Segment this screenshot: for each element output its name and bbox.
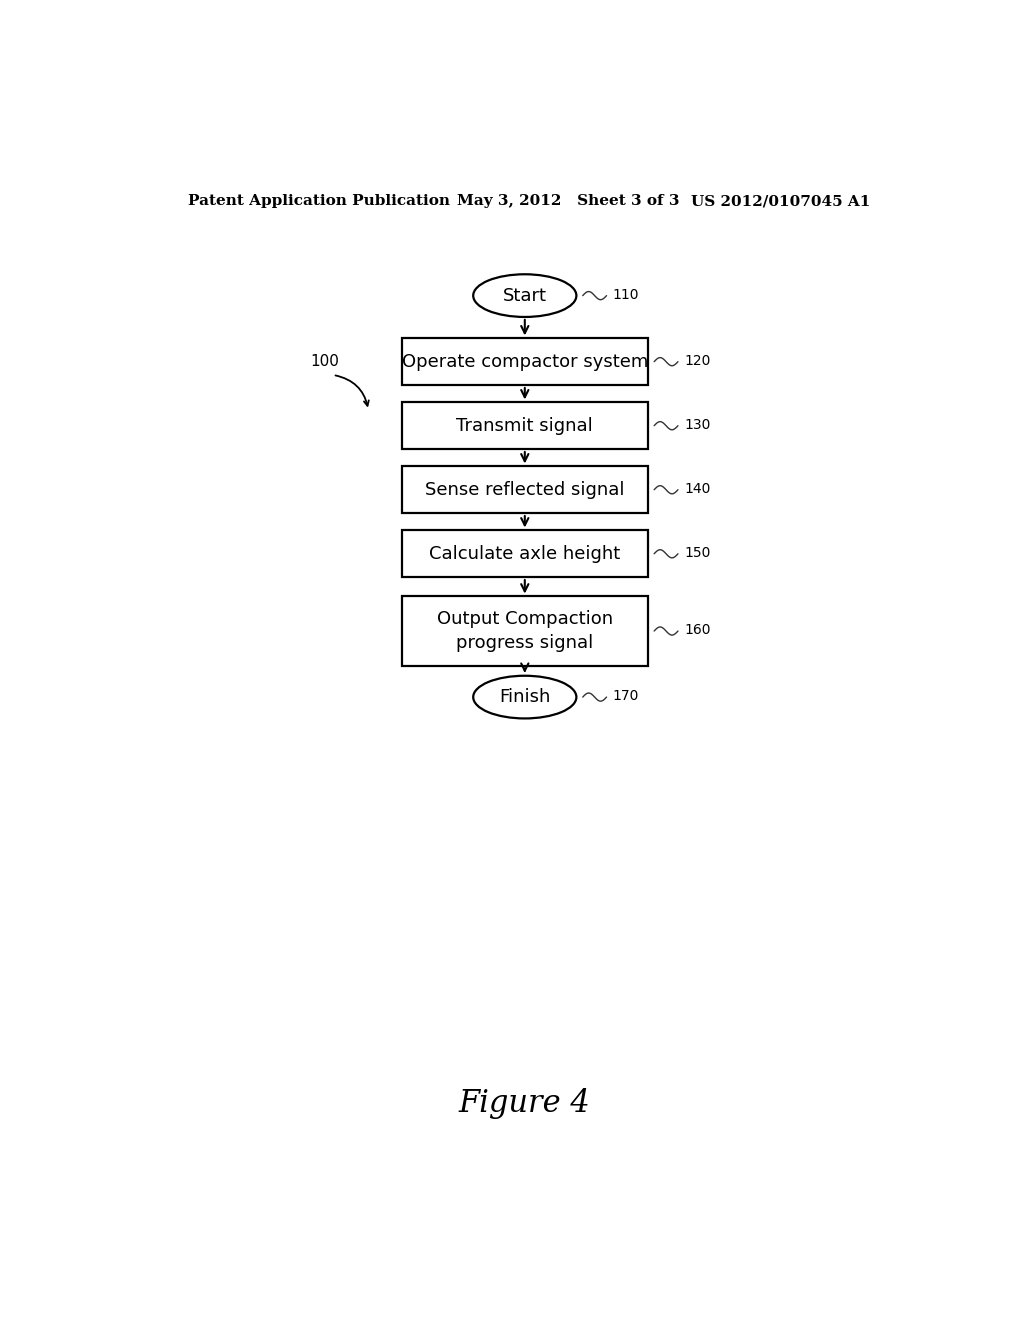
Text: 130: 130 xyxy=(684,417,711,432)
Text: 140: 140 xyxy=(684,482,711,496)
Text: Calculate axle height: Calculate axle height xyxy=(429,545,621,562)
Text: Finish: Finish xyxy=(499,688,551,706)
Text: Patent Application Publication: Patent Application Publication xyxy=(187,194,450,209)
Text: Start: Start xyxy=(503,286,547,305)
Text: US 2012/0107045 A1: US 2012/0107045 A1 xyxy=(691,194,870,209)
Text: Output Compaction
progress signal: Output Compaction progress signal xyxy=(437,610,612,652)
Text: 110: 110 xyxy=(613,288,639,301)
Text: Transmit signal: Transmit signal xyxy=(457,417,593,434)
Text: 150: 150 xyxy=(684,545,711,560)
Text: Operate compactor system: Operate compactor system xyxy=(401,352,648,371)
Text: Sense reflected signal: Sense reflected signal xyxy=(425,480,625,499)
Text: 120: 120 xyxy=(684,354,711,368)
Text: 100: 100 xyxy=(310,354,339,370)
Text: Figure 4: Figure 4 xyxy=(459,1088,591,1119)
Text: May 3, 2012   Sheet 3 of 3: May 3, 2012 Sheet 3 of 3 xyxy=(458,194,680,209)
FancyArrowPatch shape xyxy=(336,375,369,405)
Text: 170: 170 xyxy=(613,689,639,704)
Text: 160: 160 xyxy=(684,623,711,638)
